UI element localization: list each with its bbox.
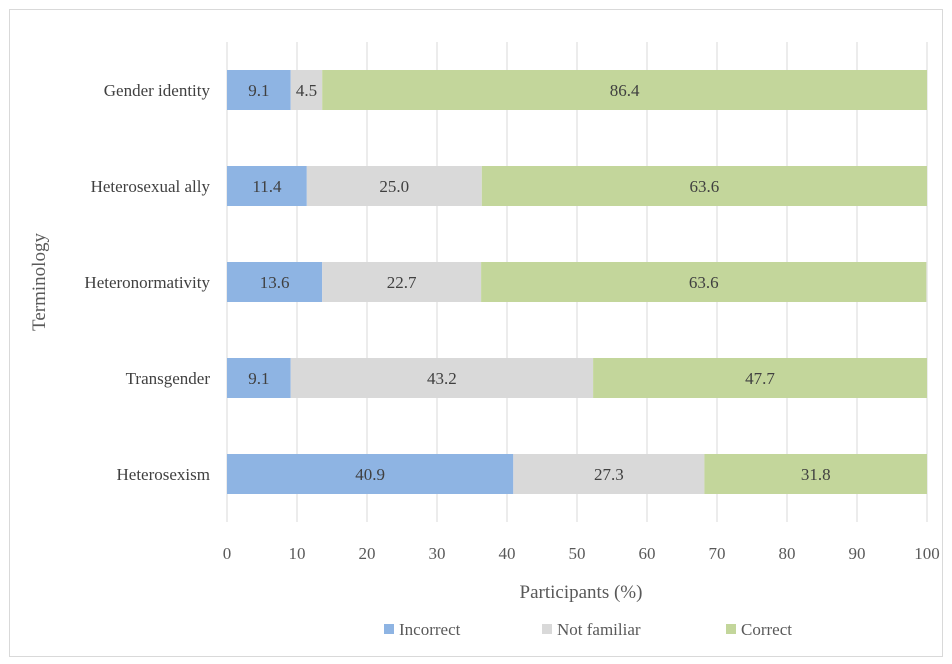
legend-label-2: Correct (741, 620, 792, 639)
legend: Incorrect Not familiar Correct (384, 620, 792, 639)
data-label-0-0: 9.1 (248, 81, 269, 100)
bar-4-2 (704, 454, 927, 494)
bar-1-1 (306, 166, 482, 206)
bar-3-2 (593, 358, 927, 398)
bar-0-0 (227, 70, 291, 110)
bar-0-1 (290, 70, 323, 110)
x-tick-label-7: 70 (709, 544, 726, 563)
legend-label-0: Incorrect (399, 620, 461, 639)
data-label-0-2: 86.4 (610, 81, 640, 100)
data-label-2-0: 13.6 (260, 273, 290, 292)
bar-2-1 (322, 262, 482, 302)
category-label-4: Heterosexism (117, 465, 210, 484)
bar-4-1 (513, 454, 705, 494)
x-tick-label-6: 60 (639, 544, 656, 563)
legend-swatch-0 (384, 624, 394, 634)
data-label-1-2: 63.6 (690, 177, 720, 196)
category-label-3: Transgender (126, 369, 211, 388)
data-label-2-1: 22.7 (387, 273, 417, 292)
bar-0-2 (322, 70, 927, 110)
x-tick-label-1: 10 (289, 544, 306, 563)
bar-2-0 (227, 262, 323, 302)
legend-label-1: Not familiar (557, 620, 641, 639)
data-label-4-1: 27.3 (594, 465, 624, 484)
x-tick-label-4: 40 (499, 544, 516, 563)
x-tick-label-5: 50 (569, 544, 586, 563)
x-axis-title: Participants (%) (520, 582, 643, 603)
legend-swatch-1 (542, 624, 552, 634)
bars (227, 70, 927, 494)
x-tick-label-10: 100 (914, 544, 940, 563)
bar-1-2 (481, 166, 927, 206)
bar-3-1 (290, 358, 594, 398)
data-label-2-2: 63.6 (689, 273, 719, 292)
data-label-0-1: 4.5 (296, 81, 317, 100)
category-labels: Gender identity Heterosexual ally Heterono… (84, 81, 210, 484)
category-label-0: Gender identity (104, 81, 211, 100)
data-label-3-0: 9.1 (248, 369, 269, 388)
category-label-1: Heterosexual ally (91, 177, 211, 196)
bar-2-2 (481, 262, 927, 302)
x-tick-label-8: 80 (779, 544, 796, 563)
x-tick-label-0: 0 (223, 544, 232, 563)
data-label-1-0: 11.4 (252, 177, 282, 196)
x-tick-label-2: 20 (359, 544, 376, 563)
y-axis-title: Terminology (29, 233, 50, 331)
legend-swatch-2 (726, 624, 736, 634)
x-tick-labels: 0 10 20 30 40 50 60 70 80 90 100 (223, 544, 940, 563)
bar-1-0 (227, 166, 307, 206)
category-label-2: Heteronormativity (84, 273, 210, 292)
data-label-4-2: 31.8 (801, 465, 831, 484)
bar-4-0 (227, 454, 514, 494)
bar-3-0 (227, 358, 291, 398)
x-tick-label-3: 30 (429, 544, 446, 563)
data-label-4-0: 40.9 (355, 465, 385, 484)
data-label-3-2: 47.7 (745, 369, 775, 388)
data-label-3-1: 43.2 (427, 369, 457, 388)
x-tick-label-9: 90 (849, 544, 866, 563)
data-label-1-1: 25.0 (379, 177, 409, 196)
data-labels: 9.1 4.5 86.4 11.4 25.0 63.6 13.6 22.7 63.6 9.1 43.… (248, 81, 830, 484)
